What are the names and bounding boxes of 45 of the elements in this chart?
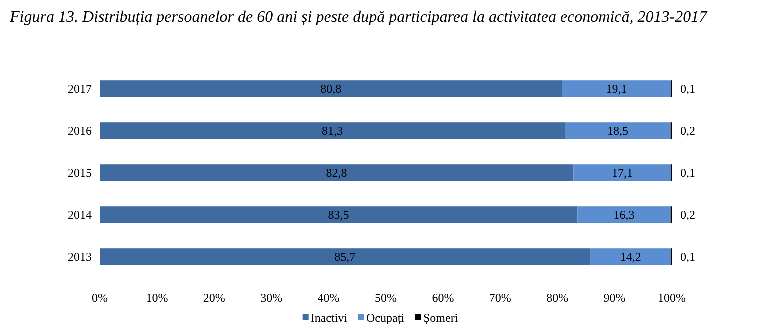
x-tick-label: 80% bbox=[546, 291, 569, 305]
data-label: 18,5 bbox=[607, 124, 628, 138]
x-tick-label: 90% bbox=[604, 291, 626, 305]
x-tick-label: 70% bbox=[489, 291, 512, 305]
x-tick-label: 40% bbox=[318, 291, 340, 305]
x-tick-label: 30% bbox=[260, 291, 283, 305]
y-tick-label: 2016 bbox=[68, 124, 92, 138]
data-label: 0,1 bbox=[680, 82, 696, 96]
x-tick-label: 100% bbox=[658, 291, 686, 305]
data-label: 19,1 bbox=[606, 82, 628, 96]
data-label: 16,3 bbox=[614, 208, 635, 222]
data-label: 17,1 bbox=[612, 166, 634, 180]
x-tick-label: 20% bbox=[203, 291, 226, 305]
bar bbox=[100, 248, 590, 266]
data-label: 82,8 bbox=[326, 166, 348, 180]
bar bbox=[565, 122, 671, 140]
bar bbox=[574, 164, 672, 182]
x-tick-label: 10% bbox=[146, 291, 168, 305]
data-label: 0,2 bbox=[680, 208, 696, 222]
legend-label: Șomeri bbox=[423, 311, 459, 325]
y-tick-label: 2017 bbox=[68, 82, 92, 96]
data-label: 0,2 bbox=[680, 124, 696, 138]
y-tick-label: 2014 bbox=[68, 208, 92, 222]
x-tick-label: 0% bbox=[92, 291, 108, 305]
x-tick-label: 50% bbox=[375, 291, 397, 305]
bar bbox=[100, 122, 566, 140]
bar bbox=[100, 206, 578, 224]
bar bbox=[578, 206, 671, 224]
data-label: 0,1 bbox=[680, 166, 696, 180]
data-label: 83,5 bbox=[328, 208, 350, 222]
bar bbox=[562, 80, 672, 98]
bar bbox=[100, 164, 574, 182]
chart-title: Figura 13. Distribuția persoanelor de 60 ani și peste după participarea la activitatea economică, 2013-2017 bbox=[9, 9, 708, 26]
bar bbox=[100, 80, 562, 98]
data-label: 14,2 bbox=[620, 250, 642, 264]
legend-label: Inactivi bbox=[310, 311, 348, 325]
data-label: 81,3 bbox=[322, 124, 344, 138]
data-label: 85,7 bbox=[334, 250, 356, 264]
data-label: 80,8 bbox=[320, 82, 342, 96]
legend-label: Ocupați bbox=[366, 311, 406, 325]
bar bbox=[590, 248, 672, 266]
y-tick-label: 2015 bbox=[68, 166, 92, 180]
y-tick-label: 2013 bbox=[68, 250, 92, 264]
data-label: 0,1 bbox=[680, 250, 696, 264]
x-tick-label: 60% bbox=[432, 291, 454, 305]
